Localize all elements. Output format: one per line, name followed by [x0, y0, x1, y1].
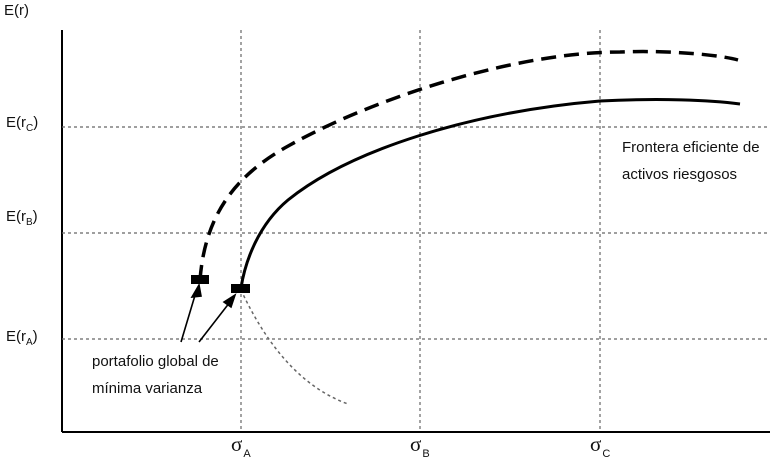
y-tick-era-sub: A: [26, 337, 33, 348]
frontier-annotation-line-1: Frontera eficiente de: [622, 139, 760, 156]
x-tick-sigma-a-symbol: σ: [231, 432, 243, 456]
y-tick-erb: E(rB): [6, 208, 38, 228]
efficient-frontier-curve: [239, 98, 741, 289]
vertical-gridlines: [240, 30, 601, 432]
y-tick-era-suffix: ): [32, 328, 38, 345]
arrow-line-1: [180, 291, 197, 343]
x-tick-sigma-c-sub: C: [602, 448, 611, 460]
x-tick-sigma-a: σA: [231, 432, 251, 460]
gmv-annotation-line-2: mínima varianza: [92, 380, 203, 397]
gmv-annotation: portafolio global de mínima varianza: [92, 348, 219, 402]
y-tick-erb-sub: B: [26, 217, 33, 228]
x-tick-sigma-c: σC: [590, 432, 611, 460]
y-tick-erc-prefix: E(r: [6, 114, 26, 131]
x-tick-sigma-b: σB: [410, 432, 430, 460]
gmv-annotation-line-1: portafolio global de: [92, 353, 219, 370]
y-tick-erb-suffix: ): [32, 208, 38, 225]
inefficient-lower-branch: [240, 289, 349, 405]
frontier-annotation: Frontera eficiente de activos riesgosos: [622, 134, 760, 188]
y-tick-era: E(rA): [6, 328, 38, 348]
frontier-annotation-line-2: activos riesgosos: [622, 166, 738, 183]
gmv-marker-solid: [231, 284, 250, 293]
arrow-line-2: [198, 301, 231, 343]
x-tick-sigma-b-symbol: σ: [410, 432, 422, 456]
x-tick-sigma-a-sub: A: [243, 448, 251, 460]
y-tick-erc-sub: C: [26, 123, 34, 134]
dashed-frontier-curve: [198, 49, 739, 281]
arrow-head-2: [222, 293, 237, 309]
gmv-marker-dashed: [191, 275, 209, 284]
y-tick-erc-suffix: ): [33, 114, 39, 131]
y-tick-era-prefix: E(r: [6, 328, 26, 345]
y-tick-erc: E(rC): [6, 114, 39, 134]
arrow-head-1: [190, 282, 202, 298]
gmv-arrows: [180, 282, 237, 343]
y-tick-erb-prefix: E(r: [6, 208, 26, 225]
x-tick-sigma-b-sub: B: [422, 448, 430, 460]
horizontal-gridlines: [62, 126, 770, 340]
x-tick-sigma-c-symbol: σ: [590, 432, 602, 456]
y-axis-title: E(r): [4, 2, 29, 19]
